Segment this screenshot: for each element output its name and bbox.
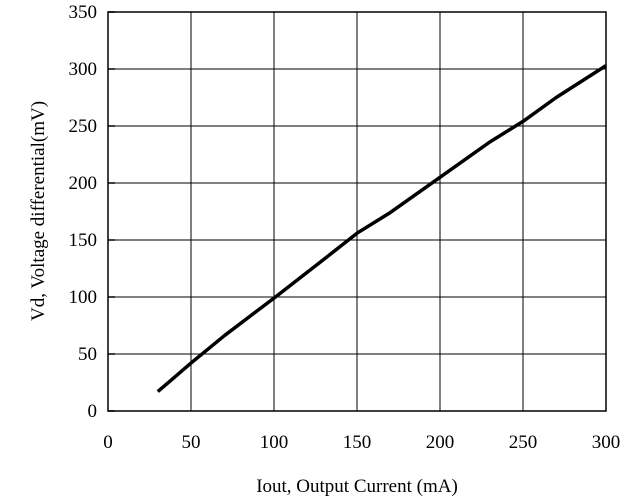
y-tick-label: 50	[78, 344, 97, 365]
grid	[108, 12, 606, 411]
y-tick-label: 250	[69, 116, 98, 137]
y-axis-ticks: 0 50 100 150 200 250 300 350	[69, 2, 115, 422]
y-tick-label: 200	[69, 173, 98, 194]
series-line	[156, 64, 607, 393]
x-axis-title: Iout, Output Current (mA)	[256, 476, 458, 497]
x-axis-ticks: 0 50 100 150 200 250 300	[103, 432, 620, 453]
y-tick-label: 350	[69, 2, 98, 23]
x-tick-label: 300	[592, 432, 621, 453]
y-tick-label: 300	[69, 59, 98, 80]
y-tick-label: 150	[69, 230, 98, 251]
x-tick-label: 200	[426, 432, 455, 453]
x-tick-label: 250	[509, 432, 538, 453]
y-tick-label: 100	[69, 287, 98, 308]
x-tick-label: 0	[103, 432, 113, 453]
y-axis-title: Vd, Voltage differential(mV)	[28, 101, 49, 321]
x-tick-label: 100	[260, 432, 289, 453]
plot-frame	[107, 11, 607, 412]
x-tick-label: 150	[343, 432, 372, 453]
x-tick-label: 50	[182, 432, 201, 453]
series-layer	[156, 64, 607, 393]
y-tick-label: 0	[88, 401, 98, 422]
